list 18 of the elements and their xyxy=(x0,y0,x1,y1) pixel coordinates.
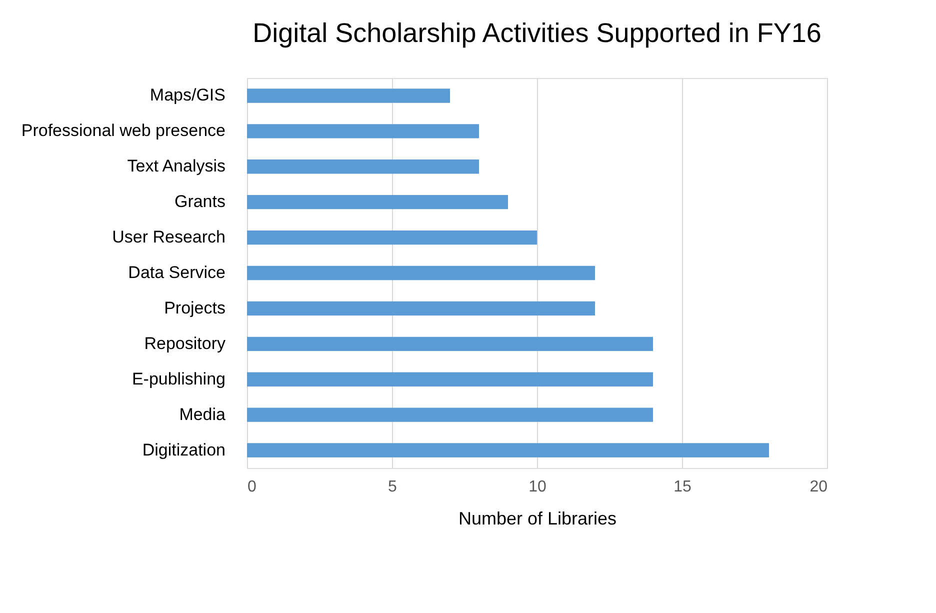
x-tick-label: 0 xyxy=(248,478,256,496)
y-tick-label: Repository xyxy=(144,334,226,353)
y-tick-label: Maps/GIS xyxy=(150,86,226,105)
chart-title: Digital Scholarship Activities Supported in FY16 xyxy=(252,18,822,48)
x-tick-label: 10 xyxy=(528,478,546,496)
y-tick-label: Professional web presence xyxy=(21,121,226,140)
y-tick-label: E-publishing xyxy=(132,369,226,388)
y-tick-label: Digitization xyxy=(142,440,226,460)
x-tick-label: 20 xyxy=(810,478,828,496)
x-tick-label: 5 xyxy=(388,478,398,496)
y-tick-label: User Research xyxy=(112,228,226,247)
y-tick-label: Grants xyxy=(174,192,226,212)
x-tick-label: 15 xyxy=(674,478,692,496)
y-tick-label: Projects xyxy=(164,298,226,318)
y-tick-label: Data Service xyxy=(128,263,226,282)
y-tick-label: Media xyxy=(179,404,226,424)
x-axis-title: Number of Libraries xyxy=(458,508,617,528)
y-tick-label: Text Analysis xyxy=(127,156,226,176)
